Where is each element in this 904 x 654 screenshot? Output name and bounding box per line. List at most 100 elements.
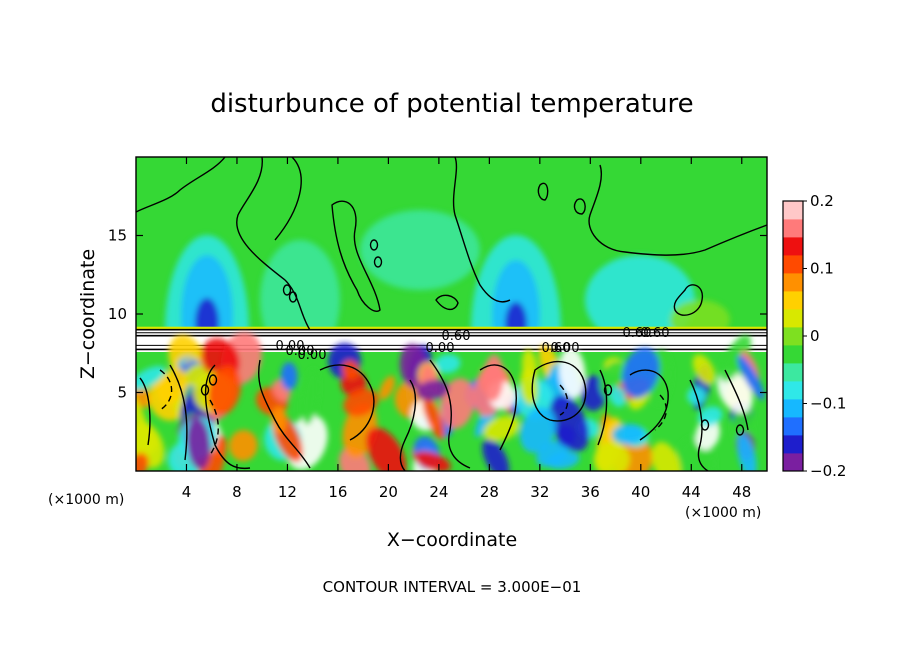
contour-loop [603, 384, 613, 396]
turbulent-cell [214, 435, 227, 461]
contour-line [331, 200, 381, 312]
colorbar-tick-label: 0.1 [810, 260, 834, 278]
colorbar-tick-label: 0 [810, 327, 820, 345]
turbulent-cell [440, 378, 475, 429]
colorbar-swatch [783, 345, 803, 364]
colorbar-swatch [783, 453, 803, 472]
contour-loop [208, 374, 218, 386]
contour-line [258, 359, 311, 469]
turbulent-cell [622, 347, 660, 398]
contour-loop [282, 284, 292, 296]
contour-line-negative [654, 394, 667, 431]
colorbar-swatch [783, 309, 803, 328]
turbulent-cell [186, 417, 211, 470]
colorbar-swatch [783, 291, 803, 310]
y-tick-label: 15 [108, 227, 127, 245]
contour-line [479, 364, 517, 451]
contour-line [136, 157, 226, 213]
x-tick-label: 48 [732, 483, 751, 501]
y-tick-label: 5 [117, 384, 127, 402]
colorbar-swatch [783, 201, 803, 220]
contour-loop [700, 419, 710, 431]
contour-interval-note: CONTOUR INTERVAL = 3.000E−01 [323, 578, 582, 596]
contour-label: 0.00 [298, 348, 327, 363]
turbulent-cell [612, 423, 645, 445]
x-tick-label: 8 [232, 483, 242, 501]
colorbar-tick-label: 0.2 [810, 192, 834, 210]
contour-line-negative [159, 369, 173, 411]
x-tick-label: 36 [581, 483, 600, 501]
contour-line [673, 284, 704, 316]
contour-line-negative [559, 384, 569, 416]
colorbar-swatch [783, 381, 803, 400]
colorbar-tick-label: −0.2 [810, 462, 846, 480]
contour-loop [373, 256, 383, 268]
x-tick-label: 20 [379, 483, 398, 501]
turbulent-cell [609, 386, 626, 407]
contour-loop [288, 291, 298, 303]
turbulent-cell [559, 347, 586, 399]
y-axis-title: Z−coordinate [77, 249, 99, 379]
contour-label: 0.60 [442, 329, 471, 344]
colorbar-swatch [783, 273, 803, 292]
turbulent-cell [339, 446, 371, 471]
turbulent-cell [136, 452, 149, 471]
contour-loop [735, 424, 745, 436]
turbulent-cell [719, 334, 752, 382]
contour-line [588, 164, 767, 256]
turbulent-cell [593, 441, 630, 471]
turbulent-cell [697, 406, 723, 427]
turbulent-cell [482, 438, 510, 471]
x-tick-label: 12 [278, 483, 297, 501]
contour-line [537, 182, 549, 201]
x-unit-left: (×1000 m) [48, 492, 124, 508]
contour-line [169, 364, 188, 461]
contour-label: 0.60 [641, 326, 670, 341]
contour-line [597, 369, 608, 446]
x-tick-label: 40 [631, 483, 650, 501]
upper-plume [360, 210, 480, 290]
contour-line [399, 379, 417, 471]
turbulent-cell [651, 442, 681, 471]
contour-label: 0.00 [286, 344, 315, 359]
colorbar-swatch [783, 327, 803, 346]
contour-line [236, 157, 311, 331]
x-tick-label: 24 [429, 483, 448, 501]
turbulent-cell [280, 362, 298, 391]
x-tick-label: 32 [530, 483, 549, 501]
turbulent-cell [379, 375, 396, 400]
turbulent-cell [271, 406, 287, 434]
contour-line-negative [209, 399, 219, 456]
contour-line [435, 294, 459, 311]
contour-line [573, 198, 586, 215]
turbulent-cell [366, 427, 407, 471]
contour-label: 0.00 [551, 341, 580, 356]
contour-line [531, 360, 587, 422]
colorbar-swatch [783, 417, 803, 436]
turbulent-cell [343, 388, 379, 417]
contour-loop [369, 239, 379, 251]
turbulent-cell [737, 355, 765, 400]
x-axis-title: X−coordinate [387, 529, 517, 551]
colorbar-swatch [783, 255, 803, 274]
turbulent-cell [136, 365, 166, 391]
turbulent-cell [692, 354, 716, 385]
turbulent-cell [483, 415, 520, 442]
contour-line [429, 359, 471, 469]
turbulent-cell [341, 360, 360, 379]
colorbar-swatch [783, 399, 803, 418]
contour-line [724, 369, 749, 431]
turbulent-cell [546, 451, 580, 470]
contour-line [274, 157, 302, 241]
contour-label: 0.00 [276, 339, 305, 354]
x-tick-label: 16 [328, 483, 347, 501]
upper-plume [585, 255, 695, 345]
x-tick-label: 28 [480, 483, 499, 501]
colorbar-swatch [783, 435, 803, 454]
contour-line [319, 364, 375, 441]
plot-area: 0.000.600.600.600.00 0.000.000.000.60 [136, 157, 767, 471]
colorbar-swatch [783, 237, 803, 256]
y-tick-label: 10 [108, 305, 127, 323]
inversion-top-band [136, 326, 767, 330]
